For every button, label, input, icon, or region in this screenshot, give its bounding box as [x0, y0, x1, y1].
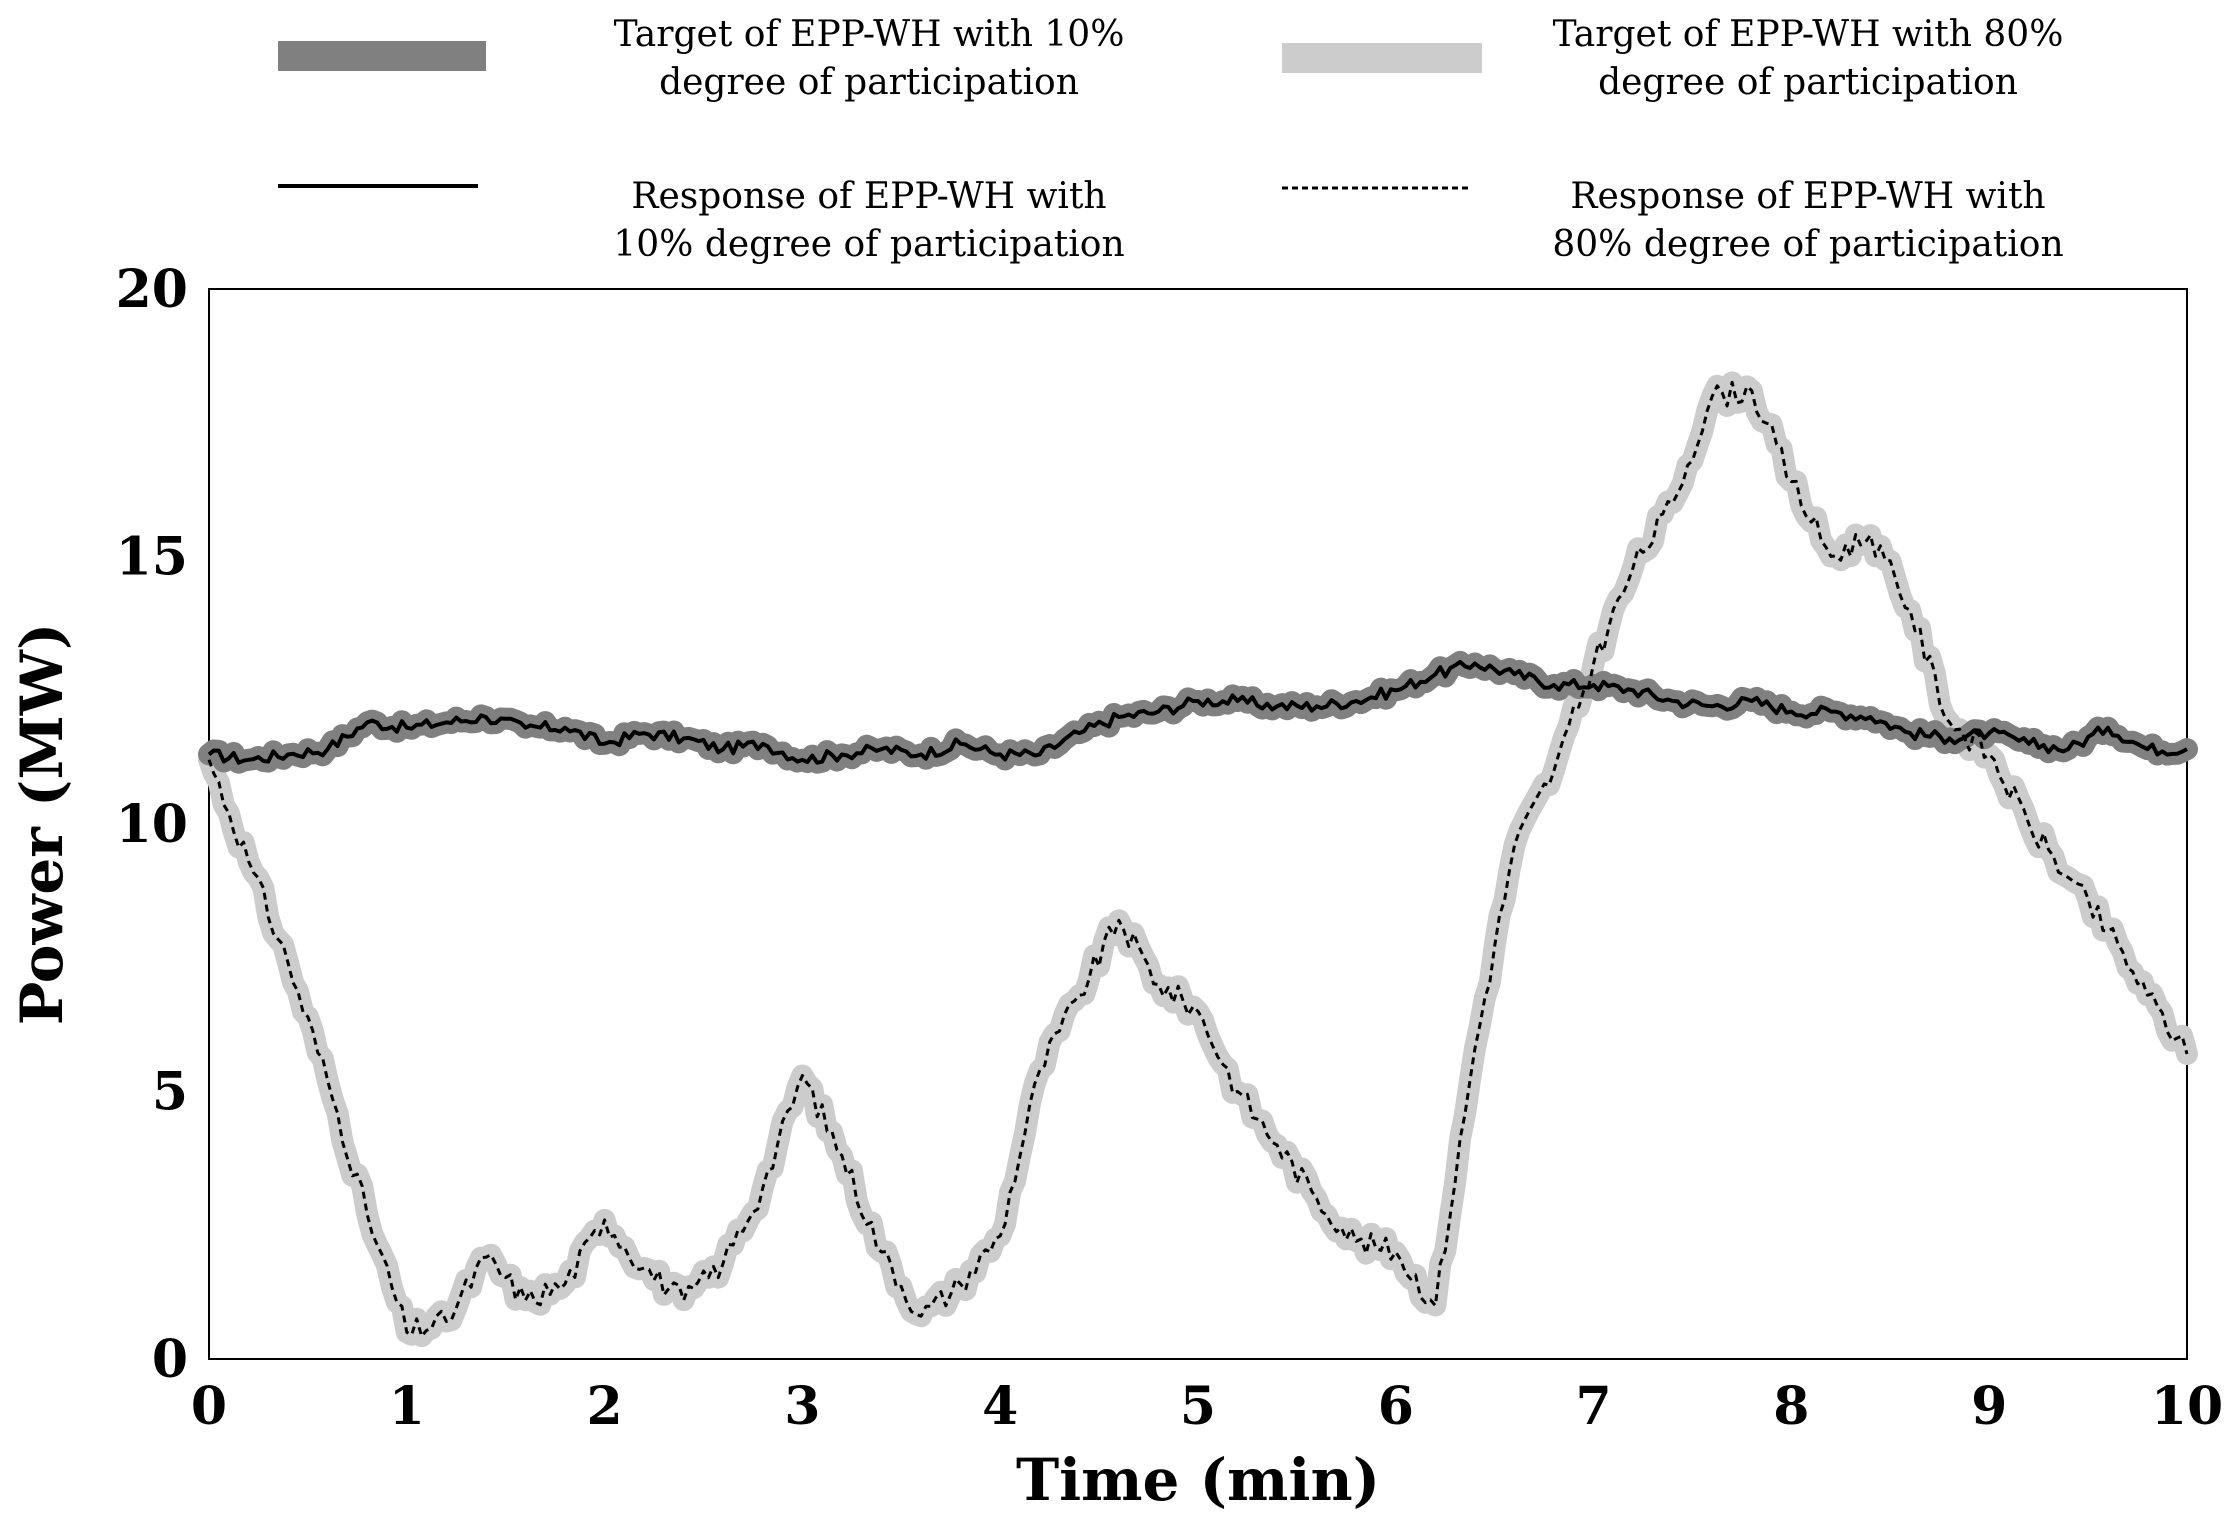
x-tick-label: 9	[1971, 1376, 2007, 1437]
y-tick-label: 5	[152, 1062, 188, 1123]
legend-label-target-80-line1: Target of EPP-WH with 80%	[1553, 14, 2064, 55]
x-tick-label: 7	[1576, 1376, 1612, 1437]
y-tick-label: 10	[116, 794, 188, 855]
legend-label-target-80-line2: degree of participation	[1598, 62, 2018, 103]
series-response-80	[207, 380, 2189, 1338]
x-tick-label: 1	[389, 1376, 425, 1437]
x-tick-labels: 0 1 2 3 4 5 6 7 8 9 10	[191, 1376, 2223, 1437]
y-tick-label: 0	[152, 1329, 188, 1390]
legend-label-target-10-line1: Target of EPP-WH with 10%	[614, 14, 1125, 55]
plot-frame	[208, 288, 2188, 1360]
x-tick-label: 6	[1378, 1376, 1414, 1437]
x-tick-label: 0	[191, 1376, 227, 1437]
series-target-80	[198, 371, 2198, 1348]
x-tick-label: 10	[2151, 1376, 2223, 1437]
y-tick-label: 15	[116, 527, 188, 588]
legend-label-response-80-line1: Response of EPP-WH with	[1570, 176, 2045, 217]
series-layer	[198, 371, 2198, 1348]
x-axis-title: Time (min)	[1016, 1446, 1380, 1514]
x-tick-label: 2	[587, 1376, 623, 1437]
y-tick-label: 20	[116, 259, 188, 320]
y-tick-labels: 0 5 10 15 20	[116, 259, 188, 1390]
legend-label-response-10-line1: Response of EPP-WH with	[631, 176, 1106, 217]
legend-label-response-10-line2: 10% degree of participation	[613, 224, 1124, 265]
series-response-10	[207, 659, 2188, 765]
x-tick-label: 4	[982, 1376, 1018, 1437]
x-tick-label: 3	[784, 1376, 820, 1437]
y-axis-title: Power (MW)	[8, 623, 76, 1026]
x-tick-label: 8	[1773, 1376, 1809, 1437]
series-target-10	[198, 650, 2198, 774]
legend-label-response-80-line2: 80% degree of participation	[1552, 224, 2063, 265]
legend-label-target-10-line2: degree of participation	[659, 62, 1079, 103]
legend: Target of EPP-WH with 10% degree of part…	[278, 14, 2064, 265]
x-tick-label: 5	[1180, 1376, 1216, 1437]
